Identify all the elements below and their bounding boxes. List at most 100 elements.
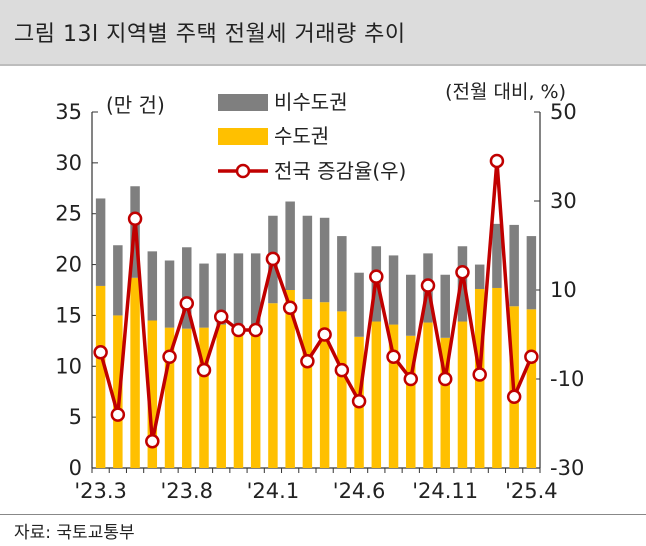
left-tick-label: 0: [69, 456, 82, 480]
legend-label-growth: 전국 증감율(우): [274, 159, 406, 183]
source-note: 자료: 국토교통부: [14, 523, 135, 543]
legend: 비수도권 수도권 전국 증감율(우): [218, 90, 406, 183]
growth-point: [231, 322, 246, 338]
growth-point: [265, 251, 281, 267]
growth-point: [110, 407, 126, 422]
bar-capital: [440, 337, 450, 468]
left-tick-label: 10: [55, 354, 82, 378]
bar-non-capital: [182, 247, 192, 329]
bar-non-capital: [319, 217, 330, 303]
figure-title: 그림 13l 지역별 주택 전월세 거래량 추이: [14, 22, 406, 47]
x-tick-label: '24.1: [247, 479, 300, 503]
growth-point: [455, 264, 470, 280]
bar-non-capital: [285, 201, 295, 290]
bar-capital: [388, 324, 399, 468]
bar-non-capital: [216, 253, 226, 325]
bar-non-capital: [302, 215, 313, 300]
right-tick-label: -30: [550, 456, 584, 480]
bar-capital: [233, 324, 244, 468]
left-tick-label: 30: [55, 151, 82, 175]
growth-point: [437, 371, 453, 387]
growth-point: [334, 362, 350, 378]
bar-capital: [182, 328, 192, 468]
axes: 0 5 10 15 20 25 30 35 -30 -10 10 30 50 '23.3 '23.8 '24.…: [55, 100, 584, 503]
bar-capital: [302, 299, 313, 468]
bar-non-capital: [354, 272, 364, 337]
bar-capital: [285, 290, 295, 468]
bar-capital: [164, 327, 175, 468]
x-tick-label: '25.4: [505, 479, 558, 503]
chart-area: 0 5 10 15 20 25 30 35 -30 -10 10 30 50 '23.3 '23.8 '24.…: [0, 66, 646, 516]
bar-non-capital: [440, 274, 450, 338]
legend-label-non-capital: 비수도권: [274, 90, 348, 114]
left-tick-label: 35: [55, 100, 82, 124]
bar-non-capital: [199, 263, 209, 328]
growth-line-path: [98, 159, 533, 444]
bar-capital: [492, 287, 502, 468]
bar-capital: [130, 277, 140, 468]
bar-non-capital: [526, 236, 537, 310]
bar-non-capital: [474, 264, 485, 289]
growth-point: [196, 362, 212, 378]
bar-non-capital: [406, 274, 416, 336]
bar-non-capital: [509, 224, 519, 307]
bar-capital: [268, 303, 278, 468]
growth-point: [282, 300, 298, 316]
left-tick-label: 25: [55, 202, 82, 226]
left-tick-label: 20: [55, 253, 82, 277]
growth-point: [472, 367, 487, 382]
growth-point: [145, 434, 160, 449]
growth-point: [213, 309, 229, 324]
legend-marker-growth: [235, 163, 251, 179]
right-tick-label: -10: [550, 367, 584, 391]
bar-non-capital: [492, 223, 502, 288]
bar-capital: [337, 311, 347, 468]
growth-point: [127, 211, 143, 227]
x-tick-label: '24.6: [333, 479, 386, 503]
bar-non-capital: [95, 198, 106, 286]
bar-non-capital: [337, 236, 347, 312]
left-tick-label: 15: [55, 303, 82, 327]
growth-point: [489, 153, 505, 169]
left-axis-unit: (만 건): [106, 93, 165, 117]
bar-non-capital: [250, 253, 261, 326]
footer-divider: [0, 514, 646, 515]
growth-point: [300, 353, 315, 369]
growth-point: [369, 269, 384, 284]
x-tick-label: '23.3: [74, 479, 127, 503]
x-tick-label: '24.11: [412, 479, 478, 503]
bar-non-capital: [164, 260, 175, 328]
bar-capital: [406, 335, 416, 468]
growth-point: [386, 349, 401, 364]
growth-point: [403, 371, 419, 387]
growth-point: [248, 322, 263, 338]
bar-capital: [371, 321, 382, 468]
bar-capital: [95, 285, 106, 468]
combo-chart: 0 5 10 15 20 25 30 35 -30 -10 10 30 50 '23.3 '23.8 '24.…: [55, 81, 584, 503]
legend-swatch-capital: [218, 128, 268, 145]
x-tick-label: '23.8: [161, 479, 214, 503]
left-tick-label: 5: [69, 405, 82, 429]
right-tick-label: 50: [550, 100, 577, 124]
growth-point: [162, 349, 177, 364]
bar-capital: [250, 325, 261, 468]
legend-label-capital: 수도권: [274, 124, 329, 148]
bar-capital: [423, 322, 433, 468]
bar-capital: [199, 327, 209, 468]
growth-point: [420, 278, 436, 293]
growth-point: [506, 389, 522, 405]
bar-capital: [319, 302, 330, 468]
bar-non-capital: [147, 251, 158, 321]
growth-line: [93, 153, 539, 449]
right-axis-unit: (전월 대비, %): [445, 81, 566, 103]
bar-capital: [113, 315, 123, 468]
right-tick-label: 10: [550, 278, 577, 302]
growth-point: [93, 345, 108, 360]
bar-capital: [216, 324, 226, 468]
bar-non-capital: [457, 246, 468, 322]
bar-capital: [457, 321, 468, 468]
growth-point: [351, 394, 367, 409]
growth-point: [317, 327, 332, 342]
bar-capital: [147, 320, 158, 468]
bar-non-capital: [233, 253, 244, 325]
